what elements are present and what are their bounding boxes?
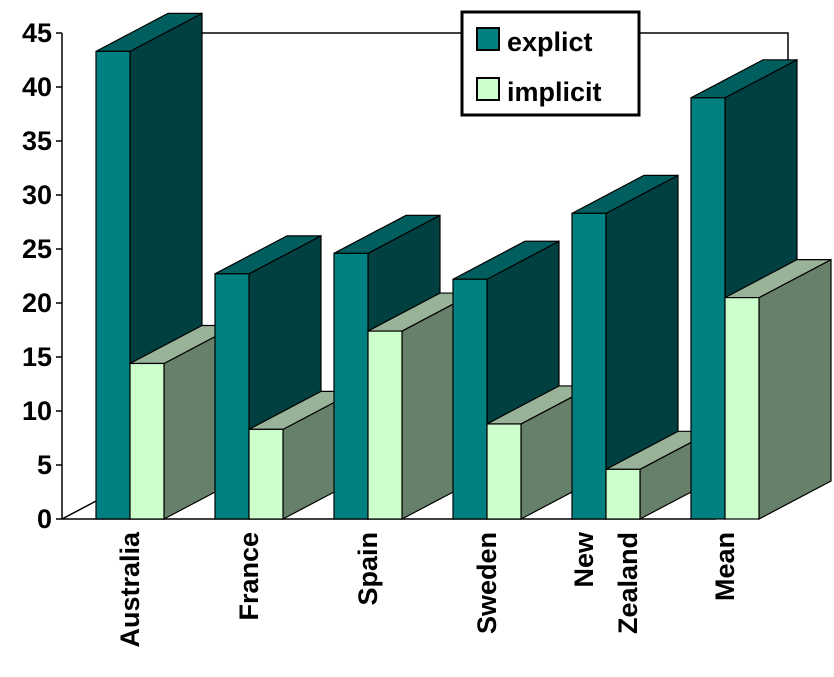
- y-tick-label: 35: [22, 126, 52, 156]
- bar-front: [724, 297, 760, 520]
- y-tick-label: 40: [22, 72, 52, 102]
- bar-front: [452, 278, 488, 520]
- legend-label-implicit: implicit: [507, 77, 602, 107]
- bar-front: [605, 468, 641, 520]
- y-tick-label: 45: [22, 18, 52, 48]
- x-tick-label: Mean: [710, 532, 740, 601]
- bar-implicit-5: [724, 258, 832, 520]
- y-tick-label: 5: [37, 450, 52, 480]
- y-tick-label: 20: [22, 288, 52, 318]
- y-tick-label: 15: [22, 342, 52, 372]
- x-tick-label: New: [569, 531, 599, 588]
- x-axis: Australia France Spain Sweden New Zealand Mean: [115, 531, 740, 648]
- bars: [95, 12, 832, 520]
- legend-swatch-explict: [476, 27, 500, 51]
- bar-front: [214, 273, 250, 520]
- bar-front: [95, 50, 131, 520]
- bar-front: [248, 428, 284, 520]
- y-tick-label: 10: [22, 396, 52, 426]
- legend-label-explict: explict: [507, 27, 593, 57]
- x-tick-label: Australia: [115, 531, 145, 648]
- bar-front: [129, 362, 165, 520]
- y-axis: 0 5 10 15 20 25 30 35 40 45: [22, 18, 63, 534]
- bar-explict-4: [571, 174, 679, 520]
- y-tick-label: 0: [37, 504, 52, 534]
- legend-swatch-implicit: [476, 77, 500, 101]
- y-tick-label: 25: [22, 234, 52, 264]
- bar-side: [758, 258, 832, 520]
- bar-front: [367, 330, 403, 520]
- x-tick-label: Sweden: [472, 532, 502, 634]
- legend: explict implicit: [460, 10, 641, 117]
- bar-front: [571, 212, 607, 520]
- x-tick-label: France: [234, 532, 264, 621]
- bar-front: [690, 97, 726, 520]
- x-tick-label: Spain: [353, 532, 383, 606]
- bar-front: [486, 423, 522, 520]
- bar-front: [333, 252, 369, 520]
- x-tick-label: Zealand: [613, 532, 643, 634]
- y-tick-label: 30: [22, 180, 52, 210]
